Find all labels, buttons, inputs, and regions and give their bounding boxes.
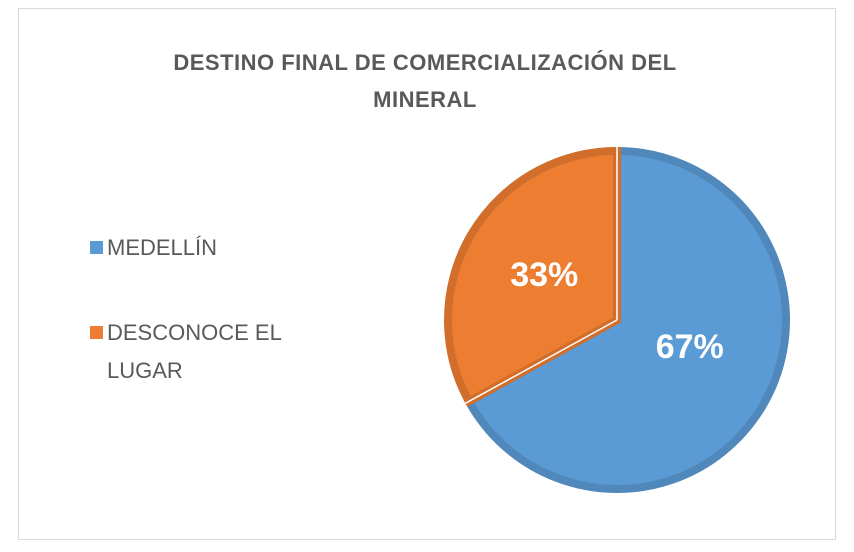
slice-separator <box>465 319 618 405</box>
chart-frame <box>18 8 836 540</box>
legend-swatch <box>90 241 103 254</box>
legend-item: DESCONOCE EL LUGAR <box>90 314 300 390</box>
legend-swatch <box>90 326 103 339</box>
pie-slice <box>444 146 621 407</box>
legend-item: MEDELLÍN <box>90 229 300 267</box>
legend-label: MEDELLÍN <box>107 235 218 260</box>
pie-slice <box>463 146 790 493</box>
data-label: 67% <box>656 328 724 366</box>
legend-label: DESCONOCE EL LUGAR <box>107 320 282 383</box>
chart-title: DESTINO FINAL DE COMERCIALIZACIÓN DEL MI… <box>173 50 677 112</box>
data-label: 33% <box>510 256 578 294</box>
